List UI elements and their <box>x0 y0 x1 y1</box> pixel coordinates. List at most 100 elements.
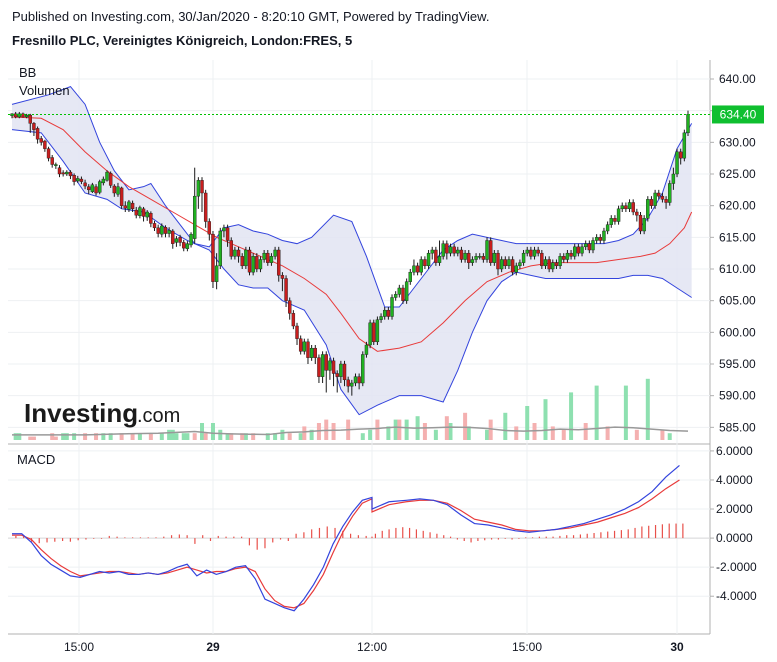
price-axis: 640.00635.00630.00625.00620.00615.00610.… <box>710 72 757 603</box>
candle-body <box>481 256 486 260</box>
candle-body <box>631 202 635 213</box>
candle-body <box>507 259 511 267</box>
candle-body <box>488 240 493 263</box>
candle-body <box>229 240 233 257</box>
volume-bar-up <box>101 433 106 440</box>
candle-body <box>123 205 127 209</box>
candle-body <box>214 265 219 282</box>
price-tick-label: 585.00 <box>719 420 756 434</box>
candle-body <box>463 252 467 260</box>
macd-line <box>12 464 680 612</box>
volume-bar-up <box>61 433 66 440</box>
candle-body <box>437 256 442 263</box>
volume-bar-up <box>225 433 230 440</box>
legend-volumen: Volumen <box>19 83 70 98</box>
volume-bar-up <box>265 433 270 440</box>
candle-body <box>255 256 259 270</box>
volume-bar-up <box>543 399 548 440</box>
candle-body <box>503 259 507 267</box>
candle-body <box>76 178 80 182</box>
bb-lower-line <box>11 129 692 416</box>
volume-bar-up <box>280 429 285 440</box>
price-tick-label: 625.00 <box>719 167 756 181</box>
candle-body <box>470 259 475 263</box>
candle-body <box>328 360 332 371</box>
candle-body <box>280 275 285 279</box>
volume-bar-down <box>192 433 197 440</box>
candle-body <box>635 211 639 216</box>
candle-body <box>21 113 25 118</box>
candle-body <box>412 265 416 273</box>
volume-bar-up <box>433 429 438 440</box>
logo-suffix: .com <box>137 405 180 427</box>
candle-body <box>368 322 372 346</box>
price-tick-label: 600.00 <box>719 325 756 339</box>
volume-bar-down <box>53 436 58 440</box>
candle-body <box>222 227 226 232</box>
candle-body <box>682 132 687 159</box>
candle-body <box>529 249 533 257</box>
candle-body <box>130 202 135 210</box>
candle-body <box>459 249 464 260</box>
candle-body <box>119 187 124 206</box>
candle-body <box>386 309 391 317</box>
candle-body <box>317 357 321 377</box>
candle-body <box>536 249 540 254</box>
volume-bar-down <box>50 433 55 440</box>
candle-body <box>448 246 453 254</box>
candle-body <box>17 113 22 118</box>
candle-body <box>65 171 69 175</box>
volume-bar-down <box>229 433 234 440</box>
price-tick-label: 590.00 <box>719 389 756 403</box>
candle-body <box>551 262 555 270</box>
volume-bar-up <box>386 426 391 440</box>
candle-body <box>320 354 325 377</box>
candle-body <box>32 123 36 130</box>
candle-body <box>302 341 307 352</box>
volume-bar-up <box>503 412 508 440</box>
candle-body <box>664 199 668 203</box>
candle-body <box>467 252 471 263</box>
candle-body <box>269 256 274 263</box>
candle-body <box>598 237 603 241</box>
candle-body <box>353 376 358 384</box>
candle-body <box>678 151 683 159</box>
candle-body <box>116 186 120 195</box>
candle-body <box>309 347 314 358</box>
macd-tick-label: 4.0000 <box>716 473 753 487</box>
candle-body <box>485 240 489 260</box>
candle-body <box>594 237 599 241</box>
volume-bar-up <box>404 419 409 440</box>
candle-body <box>671 173 676 184</box>
candle-body <box>496 252 500 270</box>
candle-body <box>141 208 146 217</box>
volume-bar-down <box>302 426 307 440</box>
price-tick-label: 610.00 <box>719 262 756 276</box>
last-price-marker: 634.40 <box>712 105 764 124</box>
candle-body <box>583 243 588 248</box>
macd-tick-label: 0.0000 <box>716 531 753 545</box>
macd-pane <box>8 464 710 612</box>
candle-body <box>580 246 584 254</box>
candle-body <box>331 360 336 374</box>
volume-bar-up <box>298 433 303 440</box>
macd-tick-label: 6.0000 <box>716 444 753 458</box>
volume-bar-down <box>634 429 639 440</box>
candle-body <box>576 246 581 254</box>
candle-body <box>105 171 109 181</box>
candle-body <box>573 246 577 257</box>
candle-body <box>236 249 241 257</box>
candle-body <box>335 373 339 377</box>
candle-body <box>514 265 518 273</box>
candle-body <box>79 178 84 182</box>
candle-body <box>306 341 310 358</box>
candle-body <box>616 208 621 222</box>
candle-body <box>375 319 380 343</box>
candle-body <box>397 287 402 295</box>
candle-body <box>624 205 628 210</box>
candle-body <box>587 243 592 251</box>
candle-body <box>171 230 175 244</box>
volume-bar-down <box>463 412 468 440</box>
bb-fill <box>12 86 692 415</box>
